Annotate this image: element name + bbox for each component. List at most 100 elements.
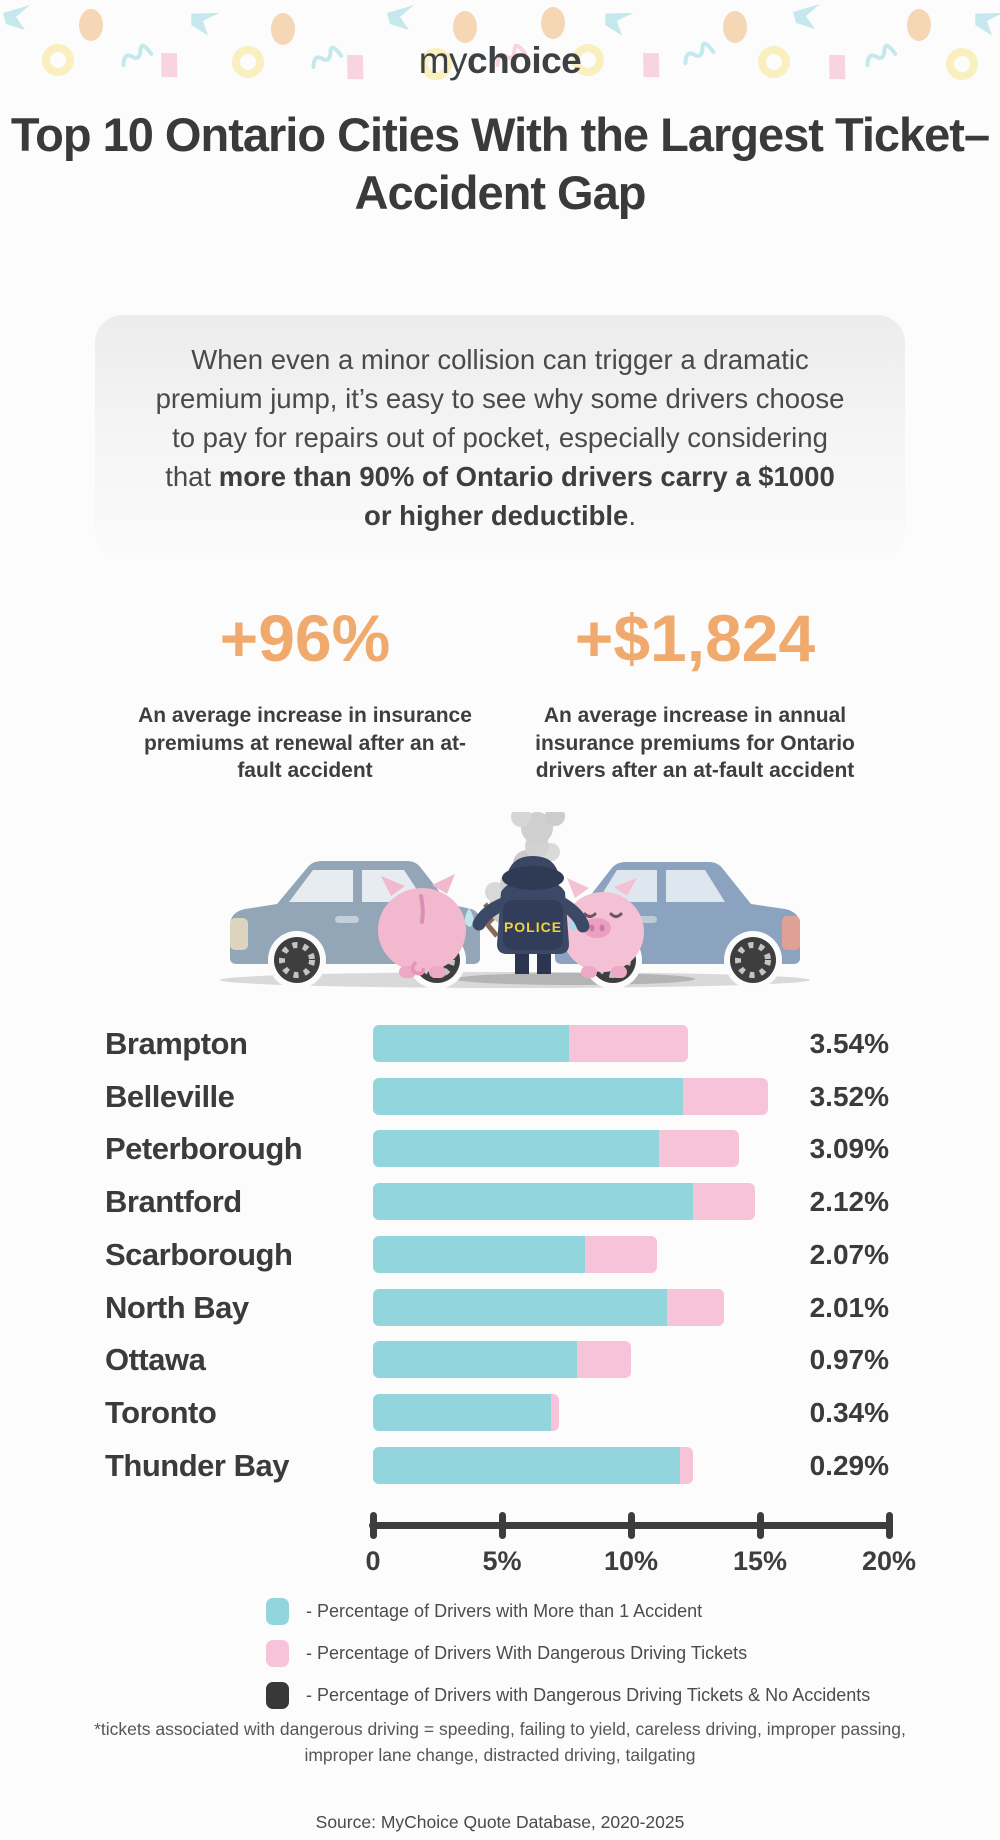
- stats-row: +96% An average increase in insurance pr…: [0, 600, 1000, 785]
- flag-confetti: [792, 3, 822, 35]
- city-label: Scarborough: [105, 1236, 293, 1272]
- intro-card: When even a minor collision can trigger …: [95, 315, 905, 560]
- oval-confetti: [270, 12, 296, 51]
- ground-shadow-dark: [455, 973, 695, 985]
- city-label: Belleville: [105, 1078, 235, 1114]
- intro-text-bold: more than 90% of Ontario drivers carry a…: [218, 461, 835, 532]
- axis-tick-label: 10%: [603, 1546, 659, 1576]
- legend-label: - Percentage of Drivers with More than 1…: [306, 1601, 703, 1621]
- stat-value: +$1,824: [574, 601, 816, 675]
- stat-caption: An average increase in insurance premium…: [138, 704, 472, 783]
- confetti-band: [0, 0, 1000, 118]
- axis-tick-label: 20%: [861, 1546, 917, 1576]
- axis-tick-label: 0: [365, 1546, 381, 1576]
- police-pig: POLICE: [472, 856, 590, 974]
- accident-segment: [373, 1078, 683, 1115]
- ring-confetti: [758, 46, 790, 83]
- legend-swatch: [266, 1682, 289, 1709]
- ticket-segment: [680, 1447, 693, 1484]
- chart-row: Peterborough 3.09%: [0, 1122, 1000, 1175]
- legend-label: - Percentage of Drivers With Dangerous D…: [306, 1643, 748, 1663]
- axis-tick-label: 15%: [732, 1546, 788, 1576]
- city-label: Toronto: [105, 1394, 217, 1430]
- ticket-segment: [683, 1078, 768, 1115]
- city-label: Ottawa: [105, 1341, 206, 1377]
- accident-segment: [373, 1341, 577, 1378]
- squiggle-confetti: [679, 39, 720, 74]
- chart-row: Brantford 2.12%: [0, 1175, 1000, 1228]
- accident-segment: [373, 1183, 693, 1220]
- chart-row: Belleville 3.52%: [0, 1070, 1000, 1123]
- diamond-confetti: [339, 49, 373, 90]
- stacked-bar: [373, 1447, 693, 1484]
- flag-confetti: [184, 5, 221, 44]
- stacked-bar: [373, 1341, 631, 1378]
- ticket-segment: [693, 1183, 755, 1220]
- axis-tick: [369, 1512, 377, 1539]
- accident-segment: [373, 1394, 551, 1431]
- axis-tick-label: 5%: [482, 1546, 522, 1576]
- gap-value-label: 2.01%: [809, 1291, 889, 1323]
- stacked-bar: [373, 1078, 768, 1115]
- city-label: Brantford: [105, 1183, 242, 1219]
- police-label: POLICE: [504, 919, 562, 935]
- squiggle-confetti: [861, 41, 902, 76]
- legend-swatch: [266, 1598, 289, 1625]
- stacked-bar: [373, 1130, 739, 1167]
- bar-chart: Brampton 3.54% Belleville 3.52% Peterborough…: [0, 1017, 1000, 1502]
- stat-caption: An average increase in annual insurance …: [535, 704, 855, 783]
- accident-segment: [373, 1447, 680, 1484]
- piggy-bank-left: [378, 874, 474, 978]
- squiggle-confetti: [307, 43, 348, 78]
- footnote-line-2: improper lane change, distracted driving…: [304, 1745, 696, 1765]
- axis-tick: [885, 1512, 893, 1539]
- accident-segment: [373, 1130, 659, 1167]
- accident-segment: [373, 1025, 569, 1062]
- logo-choice: choice: [467, 40, 582, 81]
- oval-confetti: [540, 6, 566, 45]
- chart-x-axis: 0 5% 10% 15% 20%: [365, 1510, 916, 1580]
- chart-row: Brampton 3.54%: [0, 1017, 1000, 1070]
- gap-value-label: 2.07%: [809, 1238, 889, 1270]
- chart-legend: - Percentage of Drivers with More than 1…: [266, 1598, 870, 1724]
- logo-my: my: [418, 40, 468, 81]
- gap-value-label: 0.29%: [809, 1449, 889, 1481]
- oval-confetti: [78, 8, 104, 47]
- chart-row: Thunder Bay 0.29%: [0, 1439, 1000, 1492]
- gap-value-label: 0.34%: [809, 1396, 889, 1428]
- source-note: Source: MyChoice Quote Database, 2020-20…: [315, 1812, 685, 1832]
- accident-segment: [373, 1289, 667, 1326]
- stat-premium-increase-dollars: +$1,824 An average increase in annual in…: [500, 600, 890, 785]
- gap-value-label: 2.12%: [809, 1185, 889, 1217]
- sweat-drop: [464, 908, 474, 927]
- stacked-bar: [373, 1289, 724, 1326]
- city-label: Thunder Bay: [105, 1447, 289, 1483]
- axis-tick: [756, 1512, 764, 1539]
- city-label: Brampton: [105, 1025, 248, 1061]
- city-label: North Bay: [105, 1289, 249, 1325]
- ticket-segment: [551, 1394, 559, 1431]
- intro-text-before: When even a minor collision can trigger …: [155, 343, 845, 493]
- flag-confetti: [386, 4, 416, 36]
- ticket-segment: [659, 1130, 739, 1167]
- chart-row: Ottawa 0.97%: [0, 1333, 1000, 1386]
- accident-illustration: POLICE: [220, 812, 810, 989]
- logo: mychoice: [0, 40, 1000, 82]
- diamond-confetti: [821, 49, 855, 90]
- oval-confetti: [452, 10, 478, 49]
- ring-confetti: [420, 48, 452, 85]
- page-title: Top 10 Ontario Cities With the Largest T…: [10, 108, 990, 220]
- axis-tick: [498, 1512, 506, 1539]
- stat-value: +96%: [219, 601, 391, 675]
- gap-value-label: 3.09%: [809, 1132, 889, 1164]
- diamond-confetti: [635, 47, 669, 88]
- footnote: *tickets associated with dangerous drivi…: [0, 1716, 1000, 1768]
- ticket-segment: [569, 1025, 688, 1062]
- oval-confetti: [906, 8, 932, 47]
- legend-item: - Percentage of Drivers with More than 1…: [266, 1598, 870, 1625]
- stacked-bar: [373, 1025, 688, 1062]
- city-label: Peterborough: [105, 1130, 303, 1166]
- flag-confetti: [968, 5, 1000, 44]
- squiggle-pink-confetti: [491, 41, 532, 76]
